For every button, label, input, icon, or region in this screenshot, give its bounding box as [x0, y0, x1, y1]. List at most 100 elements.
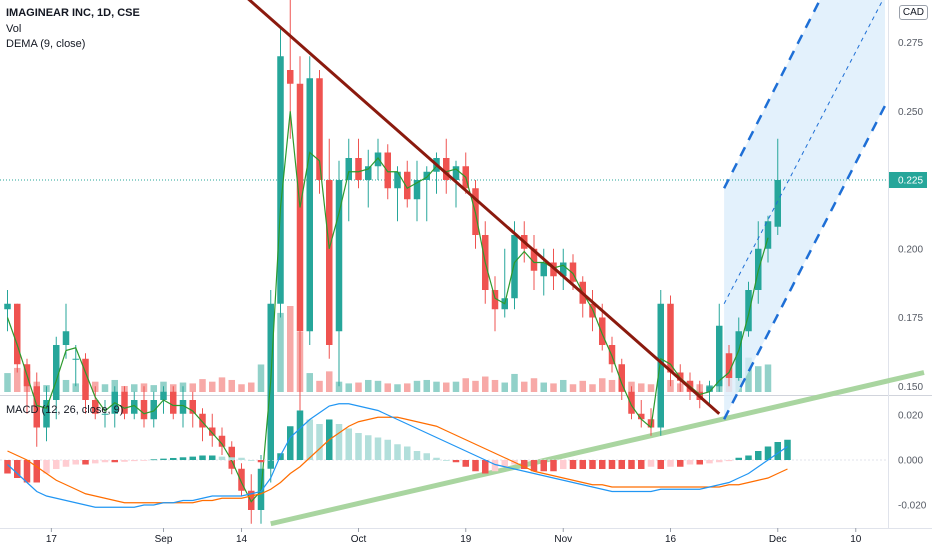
candle	[443, 138, 450, 194]
macd-histogram-bar	[170, 457, 177, 460]
macd-histogram-bar	[579, 460, 586, 469]
volume-bar	[355, 382, 362, 392]
macd-histogram-bar	[228, 457, 235, 460]
volume-bar	[491, 379, 499, 392]
volume-bar	[257, 364, 265, 392]
time-tick-label: 19	[460, 534, 472, 545]
volume-bar	[384, 383, 391, 392]
candle	[345, 138, 352, 222]
macd-histogram-bar	[745, 455, 752, 460]
macd-histogram-bar	[774, 442, 781, 460]
volume-bar	[647, 384, 655, 392]
candle	[365, 149, 372, 208]
macd-histogram-bar	[394, 444, 401, 460]
rising-channel-middle[interactable]	[723, 0, 885, 304]
volume-bar	[218, 377, 226, 392]
volume-bar	[238, 384, 245, 392]
currency-badge[interactable]: CAD	[898, 5, 928, 20]
volume-bar	[452, 381, 460, 392]
volume-bar	[209, 381, 216, 392]
macd-histogram-bar	[521, 460, 528, 469]
volume-bar	[482, 376, 489, 392]
macd-histogram-bar	[14, 460, 21, 478]
volume-bar	[14, 367, 21, 392]
volume-bar	[326, 371, 333, 392]
macd-histogram-bar	[433, 457, 440, 460]
macd-histogram-bar	[491, 460, 499, 472]
candle	[53, 336, 60, 420]
candle	[150, 391, 157, 428]
macd-histogram-bar	[101, 460, 109, 463]
macd-histogram-bar	[306, 419, 313, 460]
macd-histogram-bar	[384, 439, 391, 460]
time-axis: 17 Sep 14 Oct 19 Nov 16 Dec 10	[46, 528, 862, 545]
macd-histogram-bar	[296, 410, 304, 460]
macd-histogram-bar	[423, 453, 430, 460]
signal-line	[7, 416, 788, 504]
price-tick-label: 0.200	[898, 244, 923, 255]
candle	[433, 152, 440, 194]
candle	[423, 166, 430, 222]
macd-histogram-bar	[569, 460, 577, 469]
candle	[316, 70, 323, 194]
candle	[725, 345, 733, 387]
macd-histogram-bar	[53, 460, 60, 469]
candle	[62, 303, 70, 359]
macd-histogram-bar	[540, 460, 547, 472]
candle	[560, 248, 567, 290]
candle	[92, 386, 99, 420]
volume-bar	[745, 357, 752, 392]
macd-histogram-bar	[248, 460, 255, 461]
macd-histogram-bar	[452, 460, 460, 463]
macd-histogram-bar	[657, 460, 664, 469]
volume-bar	[4, 373, 11, 392]
macd-histogram-bar	[111, 460, 118, 463]
volume-bar	[755, 366, 762, 392]
macd-histogram-bar	[462, 460, 469, 467]
downtrend-line[interactable]	[164, 0, 721, 415]
support-line[interactable]	[270, 370, 925, 527]
macd-histogram-bar	[735, 457, 742, 460]
macd-histogram-bar	[618, 460, 625, 469]
macd-histogram-bar	[706, 460, 713, 464]
volume-bar	[599, 378, 606, 392]
candles	[4, 0, 781, 524]
rising-channel-upper[interactable]	[723, 0, 885, 189]
volume-bar	[530, 378, 538, 392]
macd-histogram-bar	[335, 424, 343, 460]
candle	[774, 138, 781, 235]
macd-legend: MACD (12, 26, close, 9)	[6, 404, 124, 416]
dema-line	[6, 111, 769, 503]
macd-histogram-bar	[550, 460, 557, 472]
volume-bar	[413, 380, 421, 392]
rising-channel-lower[interactable]	[723, 105, 887, 420]
candle	[121, 386, 128, 420]
volume-bar	[521, 381, 528, 392]
volume-bars	[4, 306, 772, 392]
candle	[170, 386, 177, 420]
macd-histogram-bar	[628, 460, 635, 469]
macd-histogram-bar	[716, 460, 723, 463]
macd-histogram-bar	[160, 458, 167, 460]
macd-histogram-bar	[238, 457, 245, 460]
time-tick-label: 14	[236, 534, 248, 545]
price-tick-label: 0.150	[898, 382, 923, 393]
volume-bar	[589, 384, 596, 392]
macd-histogram-bar	[140, 460, 148, 461]
volume-bar	[345, 383, 352, 392]
macd-histogram-bar	[413, 451, 421, 460]
time-tick-label: Dec	[769, 534, 787, 545]
macd-tick-label: 0.000	[898, 456, 923, 467]
candle	[33, 372, 40, 447]
dema-legend: DEMA (9, close)	[6, 38, 86, 50]
volume-bar	[472, 380, 479, 392]
macd-histogram-bar	[4, 460, 11, 474]
candle	[4, 290, 11, 332]
price-tick-label: 0.275	[898, 38, 923, 49]
macd-histogram-bar	[92, 460, 99, 464]
macd-histogram-bar	[23, 460, 31, 483]
candle	[14, 303, 21, 373]
candle	[628, 386, 635, 420]
time-tick-label: Nov	[554, 534, 572, 545]
